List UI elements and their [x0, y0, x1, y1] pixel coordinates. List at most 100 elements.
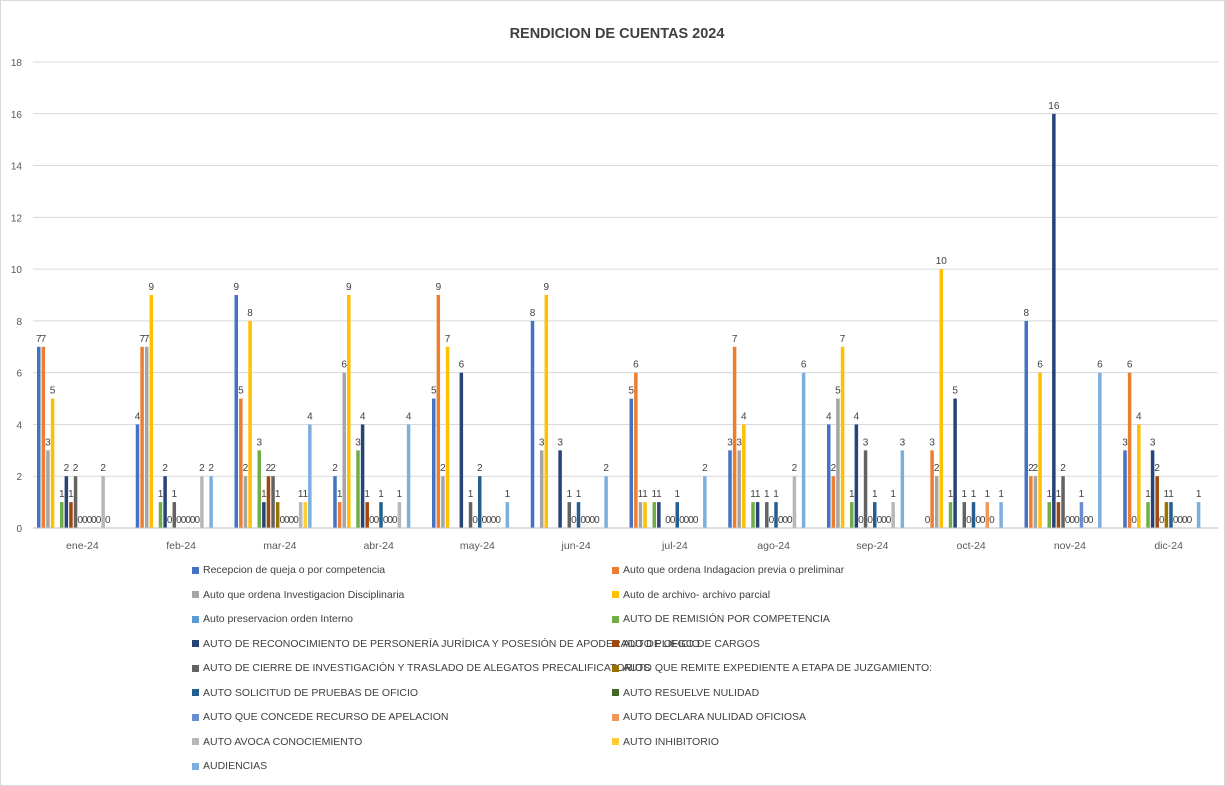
data-label: 4 [135, 411, 141, 422]
data-label: 1 [674, 489, 680, 500]
legend-swatch [192, 738, 199, 745]
legend-item: AUTO INHIBITORIO [612, 736, 719, 748]
bar [934, 476, 939, 528]
chart-title: RENDICION DE CUENTAS 2024 [510, 26, 725, 42]
bar [1150, 450, 1155, 528]
data-label: 4 [360, 411, 366, 422]
bars-layer [37, 113, 1201, 529]
bar [41, 346, 46, 528]
bar [737, 450, 741, 528]
bar [1137, 424, 1141, 528]
bar [337, 502, 342, 528]
data-label: 1 [890, 489, 896, 500]
legend-label: AUTO DE RECONOCIMIENTO DE PERSONERÍA JUR… [203, 637, 703, 650]
data-label: 2 [831, 463, 837, 474]
y-tick-label: 14 [11, 162, 23, 173]
data-label: 0 [1083, 515, 1089, 526]
data-label: 0 [383, 515, 389, 526]
data-label: 0 [769, 515, 775, 526]
bar [1164, 502, 1169, 528]
data-label: 0 [665, 515, 671, 526]
data-label: 1 [1196, 489, 1202, 500]
bar [629, 398, 633, 528]
x-tick-label: abr-24 [363, 540, 394, 552]
data-label: 10 [936, 256, 948, 267]
bar [657, 502, 661, 528]
data-label: 2 [1033, 463, 1039, 474]
data-label: 0 [585, 515, 591, 526]
bar [505, 502, 510, 528]
bar [436, 295, 441, 528]
data-label: 1 [275, 489, 281, 500]
data-label: 0 [966, 515, 972, 526]
data-label: 0 [1088, 515, 1094, 526]
legend-swatch [192, 664, 199, 672]
data-label: 3 [355, 437, 361, 448]
legend-label: Auto que ordena Indagacion previa o prel… [623, 564, 845, 576]
bar [1123, 450, 1127, 528]
bar [333, 476, 337, 528]
data-label: 0 [1159, 515, 1165, 526]
bar [863, 450, 868, 528]
legend-label: Auto que ordena Investigacion Disciplina… [203, 588, 405, 601]
data-label: 7 [139, 334, 145, 345]
legend-label: AUTO RESUELVE NULIDAD [623, 686, 760, 699]
bar [172, 502, 177, 528]
data-label: 3 [736, 437, 742, 448]
data-label: 0 [688, 515, 694, 526]
bar [948, 502, 953, 528]
bar [652, 502, 656, 528]
bar [209, 476, 213, 528]
bar [468, 502, 473, 528]
data-label: 9 [233, 282, 239, 293]
data-label: 1 [971, 489, 977, 500]
data-label: 3 [256, 437, 262, 448]
data-label: 1 [750, 489, 756, 500]
bar [703, 476, 707, 528]
bar [873, 502, 877, 528]
bar [939, 269, 944, 528]
data-label: 9 [436, 282, 442, 293]
y-tick-label: 12 [11, 213, 23, 224]
bar [275, 502, 280, 528]
legend-item: Auto que ordena Investigacion Disciplina… [192, 589, 404, 601]
data-label: 2 [1028, 463, 1034, 474]
bar [728, 450, 732, 528]
bar [135, 424, 140, 528]
data-label: 0 [778, 515, 784, 526]
bar [144, 346, 149, 528]
data-label: 1 [68, 489, 74, 500]
bar [149, 295, 154, 528]
bar [634, 372, 638, 528]
legend-item: AUTO DE CIERRE DE INVESTIGACIÓN Y TRASLA… [192, 662, 650, 674]
legend-item: AUTO SOLICITUD DE PRUEBAS DE OFICIO [192, 687, 418, 699]
data-label: 2 [934, 463, 940, 474]
data-label: 1 [59, 489, 65, 500]
bar [459, 372, 464, 528]
y-tick-label: 0 [16, 524, 22, 535]
data-label: 5 [238, 386, 244, 397]
data-label: 1 [298, 489, 304, 500]
legend-swatch [612, 738, 619, 745]
legend-swatch [192, 689, 199, 696]
data-label: 5 [952, 386, 958, 397]
data-label: 5 [835, 386, 841, 397]
bar [101, 476, 105, 528]
data-label: 3 [45, 437, 51, 448]
x-tick-label: oct-24 [957, 540, 986, 552]
y-tick-label: 16 [11, 110, 23, 121]
bar [1196, 502, 1201, 528]
data-label: 0 [877, 515, 883, 526]
legend-item: AUTO DE REMISIÓN POR COMPETENCIA [612, 613, 830, 625]
data-label: 0 [176, 515, 182, 526]
data-label: 3 [929, 437, 935, 448]
bar [46, 450, 50, 528]
bar [1056, 502, 1061, 528]
legend-swatch [612, 664, 619, 672]
data-label: 16 [1048, 101, 1060, 112]
data-label: 3 [557, 437, 563, 448]
data-label: 5 [628, 386, 634, 397]
data-label: 1 [1168, 489, 1174, 500]
data-label: 2 [702, 463, 708, 474]
